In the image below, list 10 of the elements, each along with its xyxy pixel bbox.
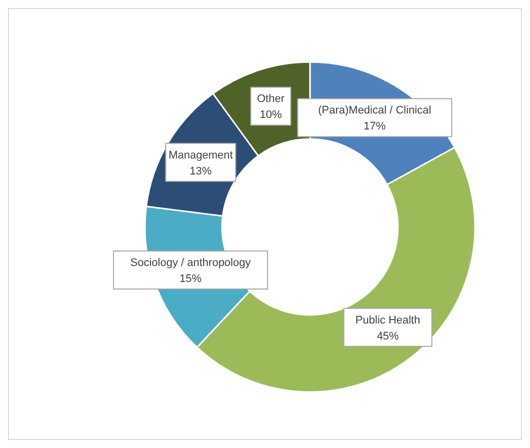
data-label: 45% — [376, 330, 400, 342]
slice-label: Sociology / anthropology — [130, 257, 252, 270]
slice-label: Public Health — [355, 314, 420, 326]
data-label: 17% — [364, 120, 386, 133]
slice-label: Management — [168, 149, 233, 162]
slice-label: (Para)Medical / Clinical — [318, 104, 432, 117]
slice-label: Other — [256, 93, 285, 106]
data-label: 13% — [190, 165, 212, 178]
data-label: 15% — [179, 273, 202, 286]
data-label: 10% — [260, 109, 282, 122]
